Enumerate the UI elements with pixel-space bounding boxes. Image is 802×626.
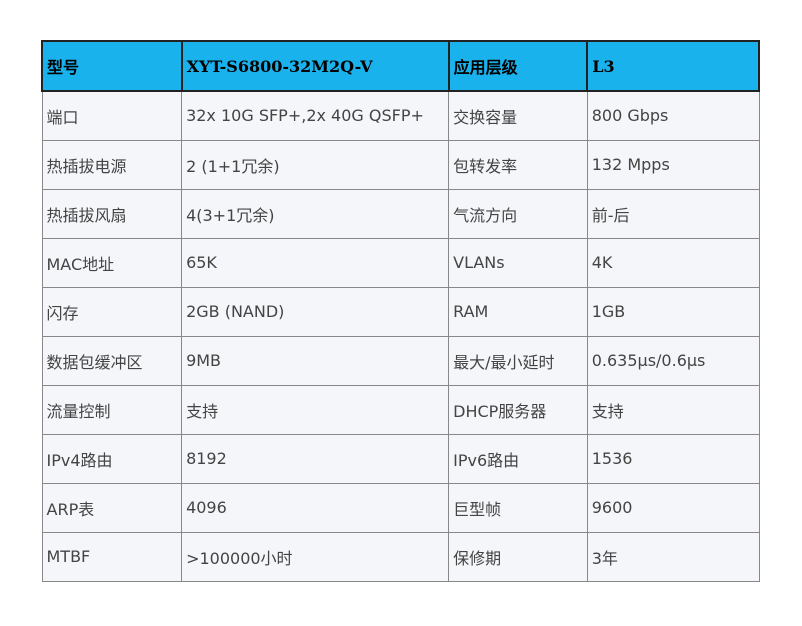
table-cell: 1GB — [586, 286, 760, 337]
table-cell: 保修期 — [448, 531, 588, 582]
table-cell: 支持 — [586, 384, 760, 435]
table-cell: 最大/最小延时 — [448, 335, 588, 386]
table-row: MTBF >100000小时 保修期 3年 — [41, 531, 760, 582]
table-row: 热插拔风扇 4(3+1冗余) 气流方向 前-后 — [41, 188, 760, 239]
spec-table: 型号 XYT-S6800-32M2Q-V 应用层级 L3 端口 32x 10G SFP+,… — [41, 40, 760, 582]
table-cell: MAC地址 — [41, 237, 183, 288]
table-row: 端口 32x 10G SFP+,2x 40G QSFP+ 交换容量 800 Gbps — [41, 90, 760, 141]
table-cell: 0.635μs/0.6μs — [586, 335, 760, 386]
table-cell: 132 Mpps — [586, 139, 760, 190]
table-cell: 8192 — [181, 433, 450, 484]
table-cell: 热插拔风扇 — [41, 188, 183, 239]
table-cell: 型号 — [41, 40, 183, 92]
table-cell: 2GB (NAND) — [181, 286, 450, 337]
table-cell: MTBF — [41, 531, 183, 582]
table-cell: 3年 — [586, 531, 760, 582]
table-cell: >100000小时 — [181, 531, 450, 582]
table-cell: 800 Gbps — [586, 90, 760, 141]
table-cell: IPv4路由 — [41, 433, 183, 484]
table-cell: 数据包缓冲区 — [41, 335, 183, 386]
table-row: 闪存 2GB (NAND) RAM 1GB — [41, 286, 760, 337]
table-cell: 4096 — [181, 482, 450, 533]
table-cell: 2 (1+1冗余) — [181, 139, 450, 190]
table-row: IPv4路由 8192 IPv6路由 1536 — [41, 433, 760, 484]
table-cell: 65K — [181, 237, 450, 288]
table-cell: DHCP服务器 — [448, 384, 588, 435]
table-cell: 9600 — [586, 482, 760, 533]
table-cell: 闪存 — [41, 286, 183, 337]
table-cell: 热插拔电源 — [41, 139, 183, 190]
table-cell: 4(3+1冗余) — [181, 188, 450, 239]
table-cell: 32x 10G SFP+,2x 40G QSFP+ — [181, 90, 450, 141]
table-cell: XYT-S6800-32M2Q-V — [180, 40, 450, 92]
table-cell: ARP表 — [41, 482, 183, 533]
table-row: ARP表 4096 巨型帧 9600 — [41, 482, 760, 533]
table-row: 数据包缓冲区 9MB 最大/最小延时 0.635μs/0.6μs — [41, 335, 760, 386]
table-cell: IPv6路由 — [448, 433, 588, 484]
table-row: 型号 XYT-S6800-32M2Q-V 应用层级 L3 — [41, 40, 760, 92]
table-row: 流量控制 支持 DHCP服务器 支持 — [41, 384, 760, 435]
table-cell: 巨型帧 — [448, 482, 588, 533]
table-cell: 流量控制 — [41, 384, 183, 435]
table-cell: VLANs — [448, 237, 588, 288]
table-cell: L3 — [586, 40, 760, 92]
table-cell: 端口 — [41, 90, 183, 141]
table-cell: 1536 — [586, 433, 760, 484]
table-cell: 4K — [586, 237, 760, 288]
table-cell: 前-后 — [586, 188, 760, 239]
table-cell: 交换容量 — [448, 90, 588, 141]
table-cell: 包转发率 — [448, 139, 588, 190]
table-cell: 支持 — [181, 384, 450, 435]
table-row: MAC地址 65K VLANs 4K — [41, 237, 760, 288]
table-cell: 气流方向 — [448, 188, 588, 239]
table-row: 热插拔电源 2 (1+1冗余) 包转发率 132 Mpps — [41, 139, 760, 190]
table-cell: 9MB — [181, 335, 450, 386]
table-cell: RAM — [448, 286, 588, 337]
table-cell: 应用层级 — [447, 40, 589, 92]
table-body: 型号 XYT-S6800-32M2Q-V 应用层级 L3 端口 32x 10G SFP+,… — [41, 40, 760, 582]
